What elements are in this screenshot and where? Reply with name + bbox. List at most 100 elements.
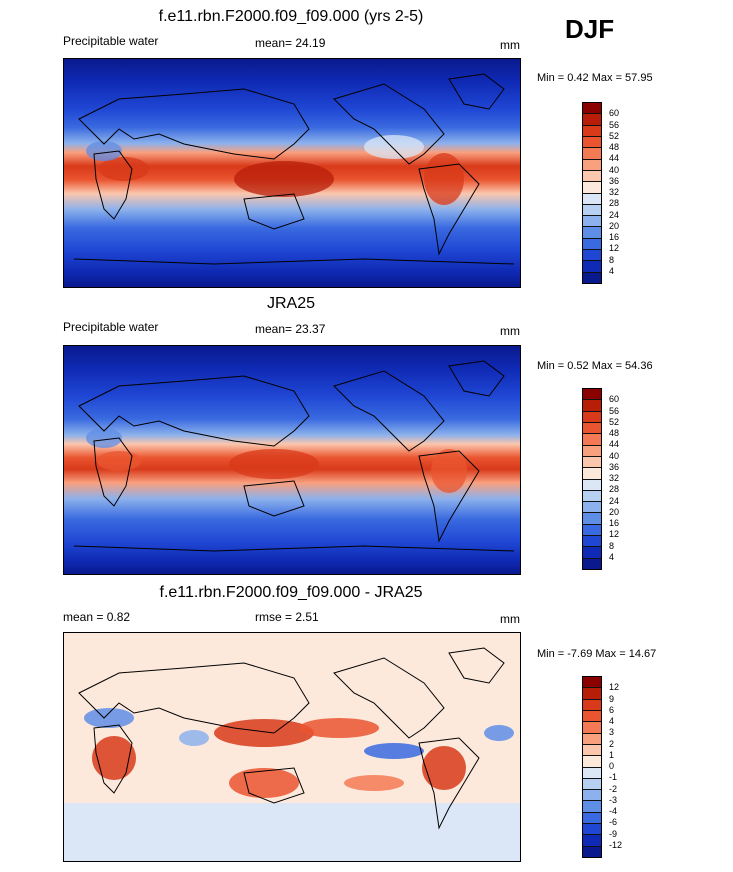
- panel-3-colorbar-ticks: 12 9 6 4 3 2 1 0 -1 -2 -3 -4 -6 -9 -12: [609, 676, 639, 856]
- colorbar-box: [583, 710, 601, 723]
- colorbar-box: [583, 801, 601, 813]
- colorbar-box: [583, 204, 601, 217]
- colorbar-box: [583, 114, 601, 126]
- colorbar-tick-label: 28: [609, 484, 620, 495]
- colorbar-tick-label: 60: [609, 108, 620, 119]
- colorbar-tick-label: 24: [609, 495, 620, 506]
- panel-2-title: JRA25: [266, 295, 316, 312]
- colorbar-box: [583, 513, 601, 525]
- colorbar-box: [583, 699, 601, 711]
- colorbar-box: [583, 824, 601, 836]
- colorbar-tick-label: 24: [609, 209, 620, 220]
- colorbar-box: [583, 502, 601, 514]
- colorbar-tick-label: 12: [609, 682, 620, 693]
- colorbar-box: [583, 400, 601, 412]
- colorbar-box: [583, 688, 601, 700]
- colorbar-tick-label: 4: [609, 716, 615, 726]
- panel-1-mean-label: mean= 24.19: [255, 36, 326, 50]
- colorbar-box: [583, 227, 601, 239]
- colorbar-box: [583, 733, 601, 745]
- colorbar-tick-label: -2: [609, 783, 618, 794]
- colorbar-box: [583, 411, 601, 423]
- colorbar-tick-label: 9: [609, 693, 615, 704]
- colorbar-box: [583, 238, 601, 251]
- panel-2-map: [63, 345, 521, 575]
- colorbar-tick-label: 16: [609, 518, 620, 528]
- panel-3-colorbar: [582, 676, 602, 858]
- panel-2-variable-label: Precipitable water: [63, 320, 159, 334]
- colorbar-box: [583, 490, 601, 503]
- panel-2-minmax: Min = 0.52 Max = 54.36: [537, 360, 653, 372]
- colorbar-box: [583, 182, 601, 194]
- colorbar-box: [583, 445, 601, 457]
- colorbar-tick-label: 44: [609, 153, 620, 164]
- colorbar-box: [583, 468, 601, 480]
- colorbar-tick-label: -4: [609, 806, 618, 816]
- colorbar-tick-label: 28: [609, 198, 620, 209]
- colorbar-tick-label: 32: [609, 473, 620, 483]
- panel-1-variable-label: Precipitable water: [63, 34, 159, 48]
- colorbar-box: [583, 756, 601, 768]
- colorbar-box: [583, 524, 601, 537]
- panel-3-map: [63, 632, 521, 862]
- colorbar-tick-label: 40: [609, 450, 620, 461]
- panel-1-minmax: Min = 0.42 Max = 57.95: [537, 72, 653, 84]
- colorbar-tick-label: -3: [609, 794, 618, 805]
- colorbar-tick-label: 8: [609, 254, 615, 265]
- colorbar-box: [583, 536, 601, 548]
- colorbar-tick-label: 56: [609, 119, 620, 130]
- colorbar-tick-label: 3: [609, 727, 615, 738]
- panel-1-map: [63, 58, 521, 288]
- colorbar-tick-label: 16: [609, 232, 620, 242]
- colorbar-box: [583, 846, 601, 857]
- colorbar-tick-label: 20: [609, 220, 620, 231]
- colorbar-tick-label: 56: [609, 405, 620, 416]
- colorbar-tick-label: 12: [609, 529, 620, 540]
- colorbar-tick-label: 48: [609, 428, 620, 438]
- colorbar-tick-label: 12: [609, 243, 620, 254]
- colorbar-box: [583, 790, 601, 802]
- colorbar-tick-label: 32: [609, 187, 620, 197]
- panel-1-colorbar-ticks: 60 56 52 48 44 40 36 32 28 24 20 16 12 8 4: [609, 102, 639, 282]
- panel-3-mean-label: mean = 0.82: [63, 610, 131, 624]
- colorbar-box: [583, 389, 601, 401]
- panel-1-title: f.e11.rbn.F2000.f09_f09.000 (yrs 2-5): [158, 8, 424, 25]
- colorbar-box: [583, 558, 601, 569]
- colorbar-box: [583, 136, 601, 149]
- panel-2-units-label: mm: [500, 324, 520, 338]
- panel-2-mean-label: mean= 23.37: [255, 322, 326, 336]
- colorbar-tick-label: 36: [609, 461, 620, 472]
- panel-3-rmse-label: rmse = 2.51: [255, 610, 319, 624]
- colorbar-tick-label: 52: [609, 130, 620, 141]
- panel-1-colorbar: [582, 102, 602, 284]
- colorbar-tick-label: 40: [609, 164, 620, 175]
- colorbar-box: [583, 422, 601, 435]
- colorbar-tick-label: 4: [609, 265, 615, 276]
- colorbar-box: [583, 170, 601, 183]
- colorbar-tick-label: 0: [609, 761, 615, 771]
- colorbar-tick-label: 1: [609, 749, 615, 760]
- colorbar-tick-label: -12: [609, 839, 623, 850]
- colorbar-tick-label: -9: [609, 828, 618, 839]
- colorbar-box: [583, 778, 601, 791]
- season-label: DJF: [565, 14, 615, 44]
- colorbar-box: [583, 677, 601, 689]
- colorbar-tick-label: -1: [609, 772, 618, 783]
- panel-2-colorbar: [582, 388, 602, 570]
- colorbar-box: [583, 547, 601, 559]
- colorbar-tick-label: 36: [609, 175, 620, 186]
- colorbar-tick-label: 20: [609, 506, 620, 517]
- colorbar-tick-label: 6: [609, 704, 615, 715]
- colorbar-box: [583, 272, 601, 283]
- colorbar-tick-label: 8: [609, 540, 615, 551]
- colorbar-box: [583, 148, 601, 160]
- colorbar-box: [583, 744, 601, 757]
- colorbar-tick-label: 48: [609, 142, 620, 152]
- colorbar-box: [583, 125, 601, 137]
- panel-3-title: f.e11.rbn.F2000.f09_f09.000 - JRA25: [159, 584, 423, 601]
- panel-3-minmax: Min = -7.69 Max = 14.67: [537, 648, 657, 660]
- colorbar-box: [583, 767, 601, 779]
- colorbar-box: [583, 261, 601, 273]
- colorbar-box: [583, 216, 601, 228]
- colorbar-box: [583, 193, 601, 205]
